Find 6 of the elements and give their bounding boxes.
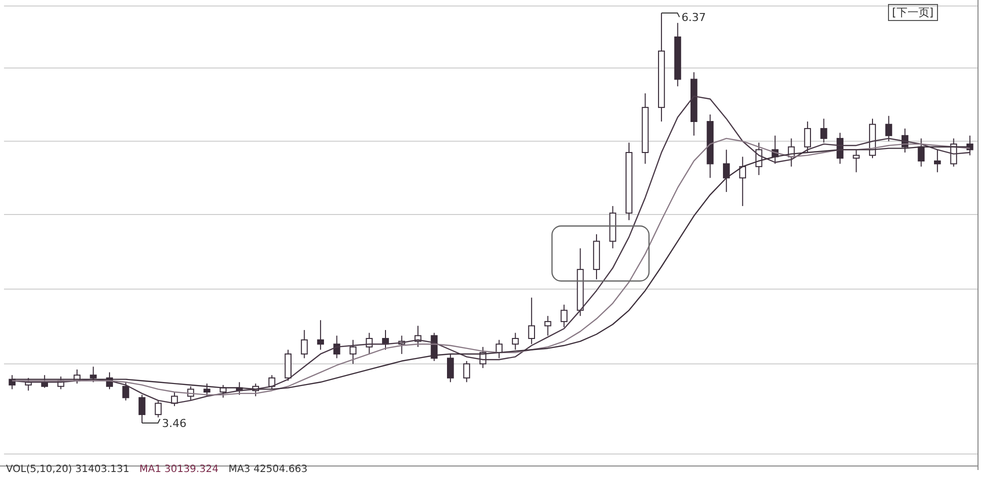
annotation: [下一页] [888, 4, 938, 21]
text: VOL(5,10,20) 31403.131 [6, 464, 130, 475]
annotation: 3.46 [162, 417, 186, 430]
text: MA3 42504.663 [228, 464, 308, 475]
annotation: 6.37 [681, 11, 706, 24]
text: MA1 30139.324 [139, 464, 218, 475]
